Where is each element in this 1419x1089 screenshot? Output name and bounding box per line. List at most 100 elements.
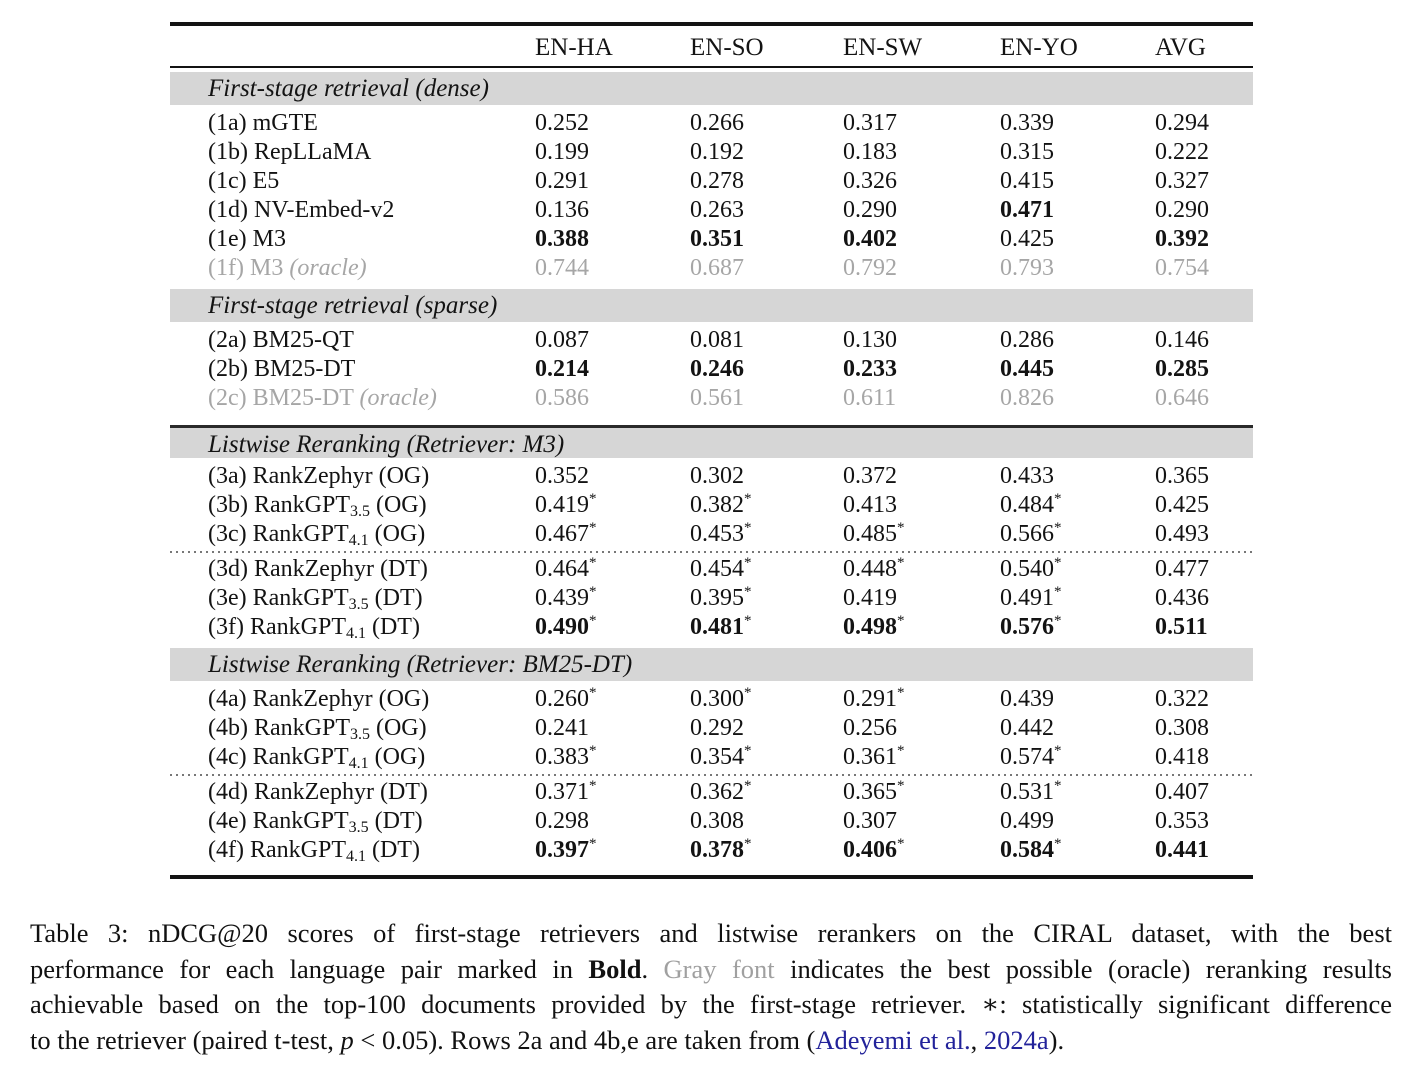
score-value: 0.586 [535,385,589,411]
significance-star: * [1054,584,1062,600]
score-value: 0.291 [843,686,897,712]
score-cell: 0.266 [690,109,843,138]
score-value: 0.339 [1000,110,1054,136]
score-cell: 0.278 [690,167,843,196]
score-value: 0.292 [690,715,744,741]
score-cell: 0.308 [690,807,843,836]
row-label-text: (4c) RankGPT [208,744,349,770]
row-label-text: (3a) RankZephyr (OG) [208,463,430,489]
score-cell: 0.307 [843,807,1000,836]
score-value: 0.302 [690,463,744,489]
model-version-subscript: 4.1 [345,848,366,865]
score-cell: 0.467* [535,520,690,549]
score-value: 0.425 [1000,226,1054,252]
caption-text: Bold [588,953,642,984]
score-cell: 0.214 [535,355,690,384]
table-row: (1b) RepLLaMA 0.199 0.192 0.183 0.315 0.222 [170,138,1253,167]
score-value: 0.419 [843,585,897,611]
caption-text: Table 3: nDCG@20 scores of first-stage r… [30,918,1392,948]
score-value: 0.584 [1000,837,1054,863]
row-label-text: (DT) [368,808,423,834]
score-cell: 0.561 [690,384,843,413]
score-cell: 0.130 [843,326,1000,355]
score-value: 0.454 [690,556,744,582]
table-row: (3a) RankZephyr (OG) 0.352 0.302 0.372 0.433… [170,462,1253,491]
table-row: (3f) RankGPT4.1 (DT) 0.490* 0.481* 0.498* 0.… [170,613,1253,642]
score-value: 0.407 [1155,779,1209,805]
score-value: 0.361 [843,744,897,770]
score-value: 0.222 [1155,139,1209,165]
score-cell: 0.298 [535,807,690,836]
score-value: 0.566 [1000,521,1054,547]
row-label-text: (2b) BM25-DT [208,356,356,382]
row-label-text: (3b) RankGPT [208,492,350,518]
score-value: 0.413 [843,492,897,518]
section-header-label: Listwise Reranking (Retriever: BM25-DT) [208,651,633,678]
score-value: 0.439 [535,585,589,611]
score-value: 0.352 [535,463,589,489]
score-cell: 0.477 [1155,555,1253,584]
score-value: 0.285 [1155,356,1209,382]
row-label: (4a) RankZephyr (OG) [170,685,535,714]
score-value: 0.246 [690,356,744,382]
significance-star: * [589,520,597,536]
score-value: 0.498 [843,614,897,640]
score-value: 0.425 [1155,492,1209,518]
row-label: (1d) NV-Embed-v2 [170,196,535,225]
score-cell: 0.402 [843,225,1000,254]
row-label-text: (OG) [369,492,427,518]
table-row: (1d) NV-Embed-v2 0.136 0.263 0.290 0.471 0.29… [170,196,1253,225]
score-value: 0.260 [535,686,589,712]
citation-link[interactable]: 2024a [983,1024,1049,1055]
score-cell: 0.322 [1155,685,1253,714]
significance-star: * [744,520,752,536]
score-value: 0.322 [1155,686,1209,712]
score-value: 0.383 [535,744,589,770]
score-cell: 0.439 [1000,685,1155,714]
score-value: 0.327 [1155,168,1209,194]
score-value: 0.136 [535,197,589,223]
row-label-text: (4d) RankZephyr (DT) [208,779,428,805]
row-label: (1b) RepLLaMA [170,138,535,167]
score-cell: 0.362* [690,778,843,807]
row-label: (2c) BM25-DT (oracle) [170,384,535,413]
score-cell: 0.464* [535,555,690,584]
row-label-text: (4b) RankGPT [208,715,350,741]
significance-star: * [1054,520,1062,536]
caption-text: achievable based on the top-100 document… [30,989,982,1020]
score-value: 0.308 [690,808,744,834]
score-cell: 0.445 [1000,355,1155,384]
score-value: 0.372 [843,463,897,489]
table-row: (1c) E5 0.291 0.278 0.326 0.415 0.327 [170,167,1253,196]
score-value: 0.382 [690,492,744,518]
score-cell: 0.388 [535,225,690,254]
caption-text: ). [1048,1024,1065,1055]
score-cell: 0.326 [843,167,1000,196]
significance-star: * [589,491,597,507]
row-label: (3d) RankZephyr (DT) [170,555,535,584]
significance-star: * [589,778,597,794]
row-label-text: (4f) RankGPT [208,837,346,863]
score-cell: 0.793 [1000,254,1155,283]
score-cell: 0.754 [1155,254,1253,283]
significance-star: * [897,778,905,794]
score-value: 0.481 [690,614,744,640]
score-value: 0.436 [1155,585,1209,611]
score-cell: 0.448* [843,555,1000,584]
significance-star: * [589,743,597,759]
caption-line: achievable based on the top-100 document… [30,987,1392,1023]
column-header-en-sw: EN-SW [843,34,923,61]
score-cell: 0.436 [1155,584,1253,613]
score-cell: 0.490* [535,613,690,642]
caption-text: ∗ [981,989,1000,1020]
score-value: 0.439 [1000,686,1054,712]
score-cell: 0.454* [690,555,843,584]
score-cell: 0.183 [843,138,1000,167]
significance-star: * [589,685,597,701]
citation-link[interactable]: Adeyemi et al. [815,1024,971,1055]
caption-text: < 0.05). Rows 2a and 4b,e are taken from… [353,1024,816,1055]
score-cell: 0.199 [535,138,690,167]
score-cell: 0.498* [843,613,1000,642]
score-cell: 0.290 [843,196,1000,225]
row-label-text: (4a) RankZephyr (OG) [208,686,430,712]
